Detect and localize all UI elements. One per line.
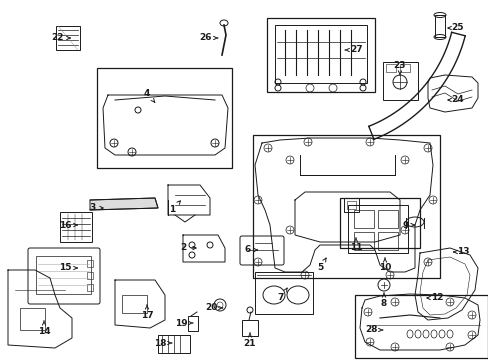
Text: 13: 13 bbox=[453, 248, 468, 256]
Bar bbox=[353, 210, 373, 228]
Text: 16: 16 bbox=[59, 220, 77, 230]
Text: 28: 28 bbox=[364, 325, 382, 334]
Bar bbox=[97, 68, 231, 168]
Bar bbox=[343, 198, 358, 212]
Bar bbox=[353, 232, 373, 250]
Text: 27: 27 bbox=[345, 45, 363, 54]
Text: 8: 8 bbox=[380, 293, 386, 307]
Bar bbox=[399, 64, 409, 72]
Text: 12: 12 bbox=[426, 293, 442, 302]
Bar bbox=[377, 210, 397, 228]
Text: 20: 20 bbox=[204, 303, 223, 312]
Text: 15: 15 bbox=[59, 264, 77, 273]
Text: 4: 4 bbox=[143, 89, 155, 102]
Text: 10: 10 bbox=[378, 258, 390, 273]
Bar bbox=[242, 320, 258, 336]
Text: 23: 23 bbox=[393, 60, 406, 75]
Text: 5: 5 bbox=[316, 258, 325, 273]
Bar bbox=[377, 232, 397, 250]
Text: 22: 22 bbox=[52, 33, 70, 42]
Text: 3: 3 bbox=[90, 203, 103, 212]
Bar bbox=[382, 62, 417, 100]
Text: 24: 24 bbox=[447, 95, 464, 104]
Text: 14: 14 bbox=[38, 321, 50, 336]
Bar bbox=[339, 198, 419, 248]
Bar bbox=[87, 260, 93, 267]
Bar bbox=[187, 316, 198, 331]
Text: 11: 11 bbox=[349, 238, 362, 252]
Text: 2: 2 bbox=[180, 243, 196, 252]
Text: 9: 9 bbox=[402, 220, 414, 230]
Bar bbox=[158, 335, 190, 353]
Text: 25: 25 bbox=[447, 23, 463, 32]
Polygon shape bbox=[90, 198, 158, 210]
Text: 21: 21 bbox=[243, 333, 256, 347]
Bar bbox=[354, 295, 487, 358]
Text: 19: 19 bbox=[174, 319, 192, 328]
Bar bbox=[56, 26, 80, 50]
Text: 1: 1 bbox=[168, 201, 180, 215]
Bar bbox=[60, 212, 92, 242]
Bar bbox=[434, 15, 444, 37]
Bar bbox=[20, 308, 45, 330]
Bar bbox=[346, 201, 355, 209]
Bar bbox=[266, 18, 374, 92]
Bar bbox=[274, 25, 366, 83]
Bar bbox=[87, 272, 93, 279]
Bar bbox=[252, 135, 439, 278]
Text: 6: 6 bbox=[244, 246, 257, 255]
Text: 17: 17 bbox=[141, 305, 153, 320]
Bar bbox=[87, 284, 93, 291]
Text: 26: 26 bbox=[199, 33, 217, 42]
Text: 7: 7 bbox=[277, 288, 286, 302]
Bar bbox=[347, 205, 407, 253]
Text: 18: 18 bbox=[153, 338, 171, 347]
Bar bbox=[254, 272, 312, 314]
Bar bbox=[122, 295, 147, 313]
Bar bbox=[385, 64, 395, 72]
Bar bbox=[36, 256, 91, 294]
